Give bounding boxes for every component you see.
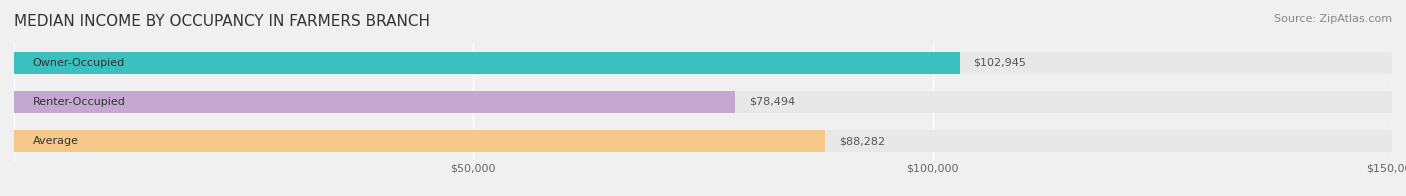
Text: Owner-Occupied: Owner-Occupied	[32, 58, 125, 68]
Text: MEDIAN INCOME BY OCCUPANCY IN FARMERS BRANCH: MEDIAN INCOME BY OCCUPANCY IN FARMERS BR…	[14, 14, 430, 29]
Bar	[14, 130, 825, 152]
Text: $102,945: $102,945	[973, 58, 1026, 68]
Bar	[14, 52, 1392, 74]
Bar	[14, 130, 1392, 152]
Text: Average: Average	[32, 136, 79, 146]
Bar	[14, 52, 960, 74]
Bar	[14, 91, 1392, 113]
Text: $88,282: $88,282	[839, 136, 884, 146]
Bar	[14, 91, 735, 113]
Text: Renter-Occupied: Renter-Occupied	[32, 97, 125, 107]
Text: Source: ZipAtlas.com: Source: ZipAtlas.com	[1274, 14, 1392, 24]
Text: $78,494: $78,494	[749, 97, 794, 107]
